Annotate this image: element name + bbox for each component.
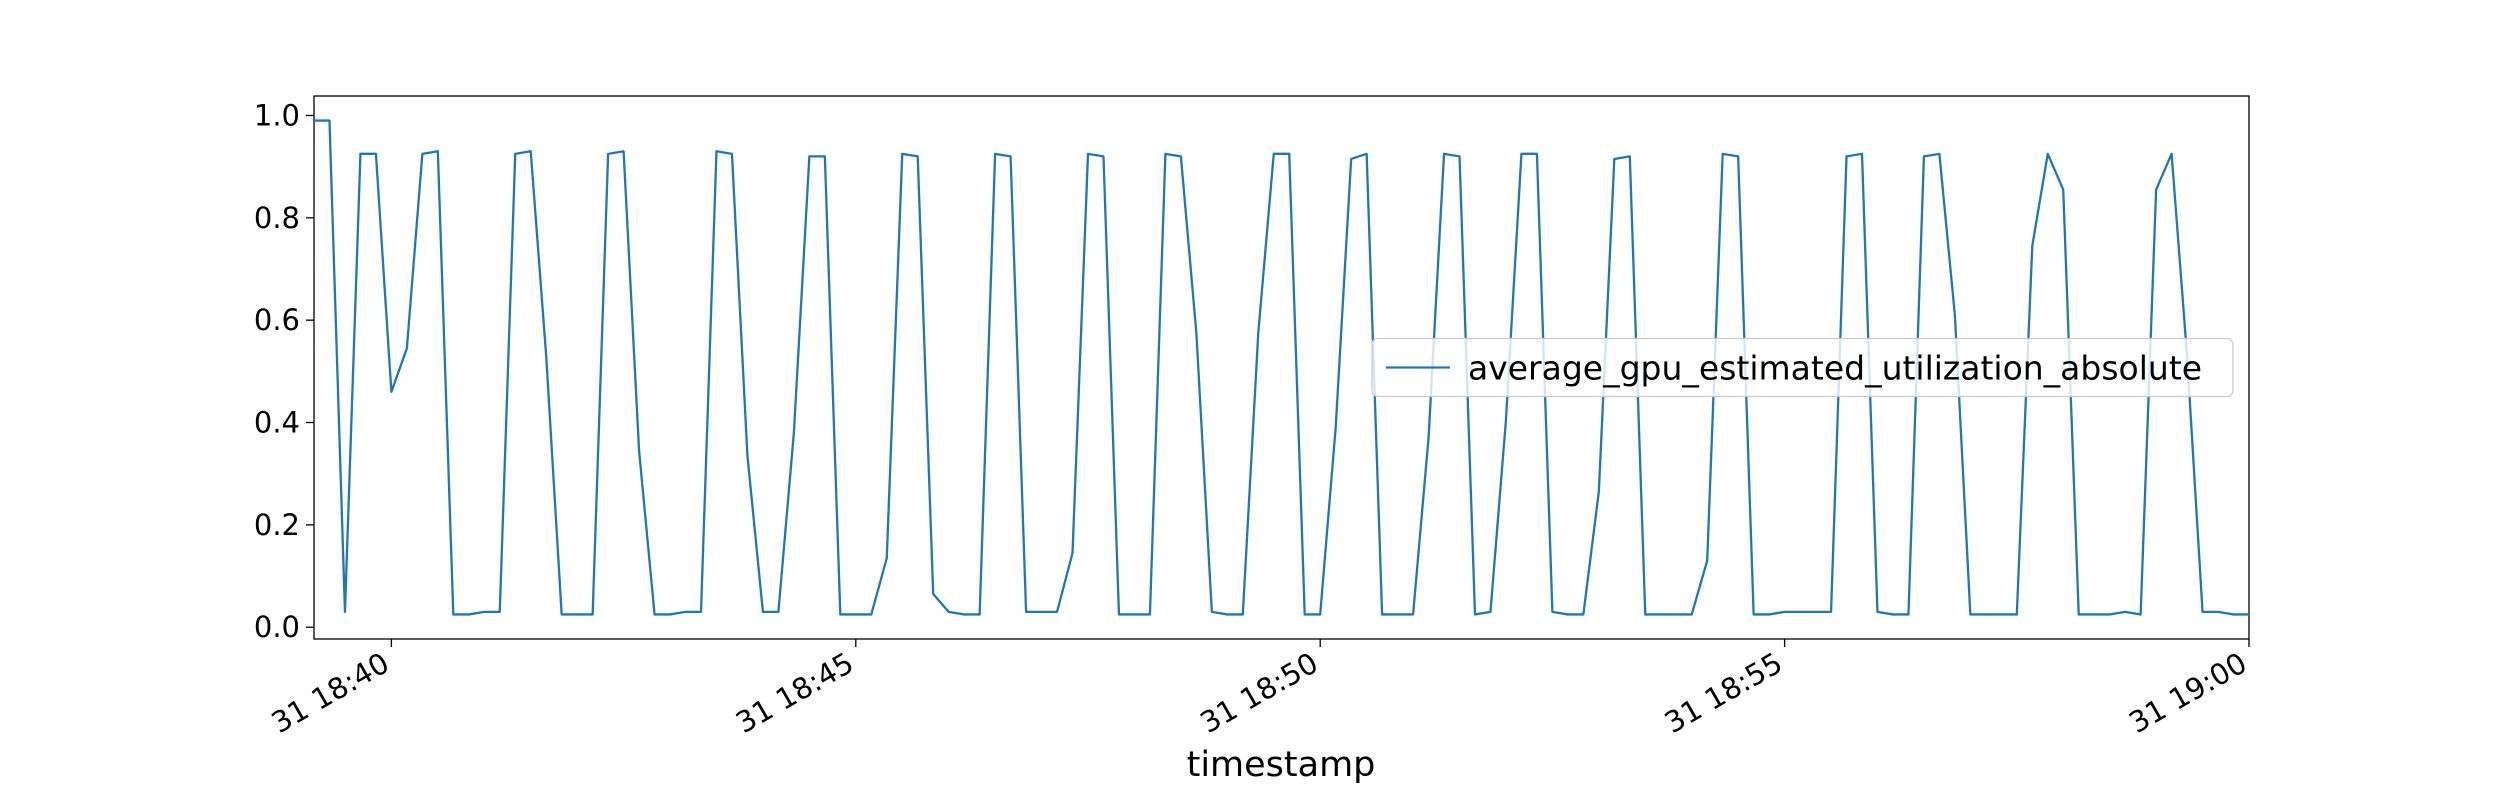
y-tick-label: 0.8 [254,201,300,235]
x-tick-label: 31 18:40 [266,646,395,740]
x-tick-label: 31 18:50 [1194,646,1323,740]
data-line [314,119,2249,616]
x-axis-label: timestamp [1187,745,1376,785]
y-tick-label: 1.0 [254,98,300,132]
y-tick-label: 0.6 [254,303,300,337]
x-tick-label: 31 18:45 [730,646,859,740]
y-tick-label: 0.0 [254,610,300,644]
y-tick-label: 0.2 [254,508,300,542]
legend-label: average_gpu_estimated_utilization_absolu… [1468,349,2202,388]
y-tick-label: 0.4 [254,406,300,440]
x-tick-label: 31 18:55 [1659,646,1788,740]
x-tick-label: 31 19:00 [2123,646,2252,740]
legend-box [1371,337,2234,398]
axes-frame [313,95,2250,640]
